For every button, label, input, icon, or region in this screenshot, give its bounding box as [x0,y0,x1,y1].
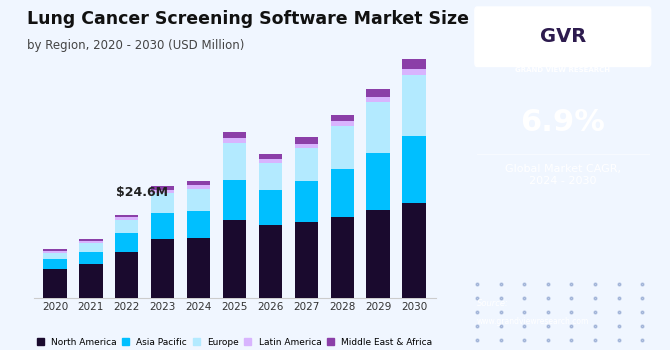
Bar [79,241,103,243]
Text: www.grandviewresearch.com: www.grandviewresearch.com [477,316,590,326]
Bar [402,75,425,136]
Bar [366,89,390,97]
Text: by Region, 2020 - 2030 (USD Million): by Region, 2020 - 2030 (USD Million) [27,38,244,51]
Bar [115,217,139,220]
Bar [402,136,425,203]
Bar [79,265,103,298]
Bar [295,148,318,181]
Bar [330,217,354,298]
Bar [115,220,139,233]
Bar [151,239,174,298]
Bar [187,181,210,185]
Bar [115,215,139,217]
Bar [187,185,210,189]
Bar [151,213,174,239]
Bar [44,259,67,269]
Bar [259,225,282,298]
Bar [366,210,390,298]
Bar [223,139,246,142]
Text: Global Market CAGR,
2024 - 2030: Global Market CAGR, 2024 - 2030 [505,164,621,186]
Bar [402,59,425,69]
Text: 6.9%: 6.9% [521,108,605,137]
Bar [259,163,282,190]
Legend: North America, Asia Pacific, Europe, Latin America, Middle East & Africa: North America, Asia Pacific, Europe, Lat… [33,334,436,350]
Bar [402,69,425,75]
Bar [259,190,282,225]
Bar [79,239,103,241]
Bar [330,169,354,217]
Bar [44,249,67,251]
Text: GVR: GVR [539,27,586,46]
Bar [44,251,67,253]
Bar [259,159,282,163]
Bar [44,253,67,259]
Bar [151,190,174,193]
Bar [79,252,103,265]
Bar [295,222,318,298]
Bar [187,211,210,238]
Text: GRAND VIEW RESEARCH: GRAND VIEW RESEARCH [515,66,610,72]
FancyBboxPatch shape [475,7,651,66]
Bar [330,114,354,121]
Bar [366,97,390,102]
Bar [295,144,318,148]
Bar [223,180,246,220]
Bar [151,186,174,190]
Bar [366,153,390,210]
Bar [223,132,246,139]
Bar [330,121,354,126]
Bar [44,269,67,298]
Bar [330,126,354,169]
Bar [295,181,318,222]
Text: Lung Cancer Screening Software Market Size: Lung Cancer Screening Software Market Si… [27,10,469,28]
Text: $24.6M: $24.6M [116,186,168,199]
Bar [187,238,210,298]
Bar [115,252,139,298]
Bar [115,233,139,252]
Bar [187,189,210,211]
Bar [79,243,103,252]
Bar [151,193,174,213]
Bar [366,102,390,153]
Text: Source:: Source: [477,299,509,308]
Bar [223,142,246,180]
Bar [295,138,318,144]
Bar [223,220,246,298]
Bar [402,203,425,298]
Bar [259,154,282,159]
